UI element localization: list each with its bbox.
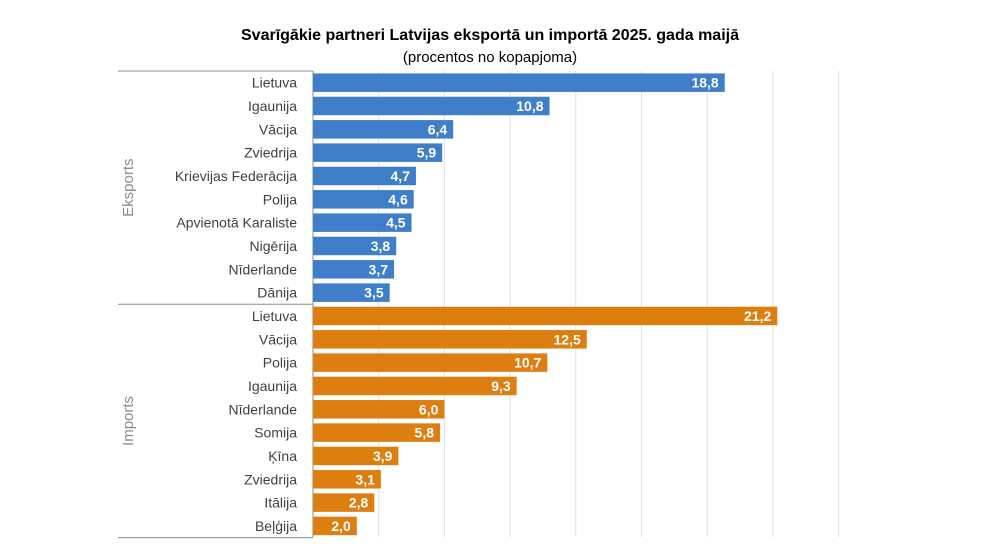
bar xyxy=(313,283,390,302)
bar xyxy=(313,120,454,139)
category-label: Igaunija xyxy=(248,378,297,394)
category-label: Nīderlande xyxy=(229,401,298,417)
data-label: 4,7 xyxy=(390,168,410,184)
bar xyxy=(313,493,375,512)
bar xyxy=(313,400,445,419)
data-label: 2,0 xyxy=(331,518,351,534)
data-label: 3,9 xyxy=(373,448,393,464)
data-label: 6,0 xyxy=(419,401,439,417)
bar xyxy=(313,73,725,92)
data-label: 2,8 xyxy=(349,495,369,511)
category-label: Beļģija xyxy=(255,518,297,534)
category-label: Lietuva xyxy=(252,308,297,324)
bar xyxy=(313,190,414,209)
bar xyxy=(313,260,395,279)
category-label: Apvienotā Karaliste xyxy=(176,215,297,231)
category-label: Nigērija xyxy=(250,238,298,254)
data-label: 3,5 xyxy=(364,285,384,301)
bar xyxy=(313,470,381,489)
bar xyxy=(313,423,441,442)
chart-title: Svarīgākie partneri Latvijas eksportā un… xyxy=(241,27,739,44)
data-label: 21,2 xyxy=(744,308,771,324)
bar xyxy=(313,236,397,256)
bar xyxy=(313,353,548,372)
category-label: Polija xyxy=(263,355,297,371)
chart-subtitle: (procentos no kopapjoma) xyxy=(403,49,577,66)
data-label: 9,3 xyxy=(491,378,511,394)
data-label: 4,6 xyxy=(388,191,408,207)
data-label: 3,7 xyxy=(369,261,389,277)
category-label: Dānija xyxy=(257,285,297,301)
data-label: 3,1 xyxy=(355,471,375,487)
data-label: 5,9 xyxy=(417,145,437,161)
category-label: Itālija xyxy=(264,495,297,511)
bar xyxy=(313,446,399,466)
bars-layer: 18,8 10,8 6,4 5,9 4,7 4,6 4,5 3,8 3,7 3,5 21,2 12,5… xyxy=(313,73,778,536)
category-label: Krievijas Federācija xyxy=(175,168,297,184)
grid-layer xyxy=(378,71,840,537)
category-label: Igaunija xyxy=(248,98,297,114)
category-label: Zviedrija xyxy=(244,145,297,161)
bar xyxy=(313,330,587,349)
bar xyxy=(313,96,550,116)
group-label-imports: Imports xyxy=(120,396,137,446)
data-label: 6,4 xyxy=(428,121,448,137)
category-label: Nīderlande xyxy=(229,261,298,277)
data-label: 12,5 xyxy=(554,331,581,347)
data-label: 18,8 xyxy=(691,75,718,91)
category-label: Vācija xyxy=(259,121,297,137)
category-label: Vācija xyxy=(259,331,297,347)
bar xyxy=(313,143,443,162)
bar xyxy=(313,376,517,396)
data-label: 10,8 xyxy=(516,98,543,114)
data-label: 10,7 xyxy=(514,355,541,371)
category-label: Ķīna xyxy=(268,448,297,464)
bar xyxy=(313,166,416,186)
group-label-eksports: Eksports xyxy=(120,158,137,216)
category-label: Polija xyxy=(263,191,297,207)
bar xyxy=(313,306,778,326)
category-label: Zviedrija xyxy=(244,471,297,487)
category-label: Somija xyxy=(254,425,297,441)
bar xyxy=(313,213,412,232)
data-label: 3,8 xyxy=(371,238,391,254)
category-label: Lietuva xyxy=(252,75,297,91)
data-label: 5,8 xyxy=(415,425,435,441)
bar xyxy=(313,516,357,536)
axis-layer: Eksports Lietuva Igaunija Vācija Zviedrija Kr… xyxy=(118,70,314,539)
data-label: 4,5 xyxy=(386,215,406,231)
